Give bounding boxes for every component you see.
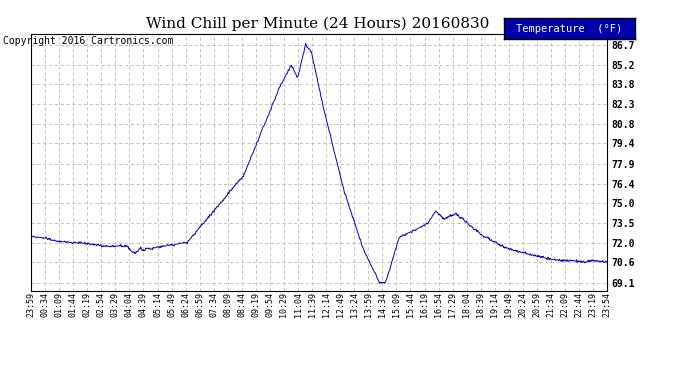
Text: Temperature  (°F): Temperature (°F) [516, 24, 622, 33]
Text: Copyright 2016 Cartronics.com: Copyright 2016 Cartronics.com [3, 36, 174, 46]
Text: Wind Chill per Minute (24 Hours) 20160830: Wind Chill per Minute (24 Hours) 2016083… [146, 17, 489, 31]
